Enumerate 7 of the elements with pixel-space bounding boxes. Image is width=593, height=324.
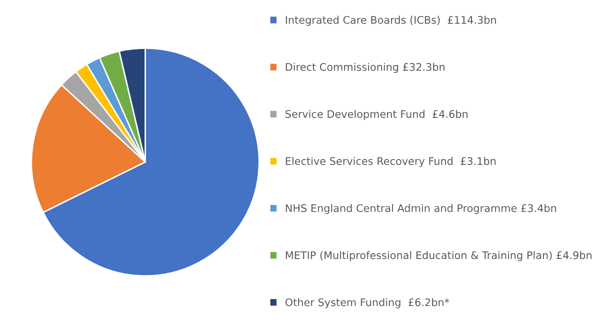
legend-label: Service Development Fund £4.6bn — [286, 110, 468, 120]
legend-label: METIP (Multiprofessional Education & Training Plan) £4.9bn — [286, 251, 592, 262]
legend-label: Direct Commissioning £32.3bn — [286, 62, 444, 73]
legend-label: Elective Services Recovery Fund £3.1bn — [286, 156, 496, 168]
legend-label: Other System Funding £6.2bn* — [285, 298, 450, 308]
legend-label: NHS England Central Admin and Programme £3.4bn — [286, 204, 556, 214]
legend-label: Integrated Care Boards (ICBs) £114.3bn — [286, 16, 496, 26]
